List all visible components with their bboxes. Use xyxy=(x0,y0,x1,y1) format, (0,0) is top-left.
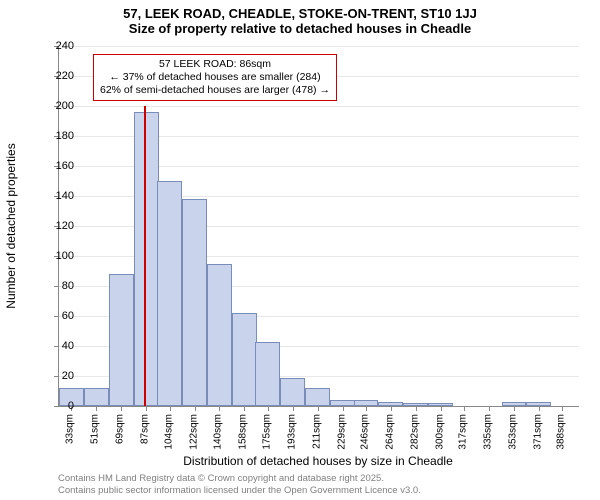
histogram-bar xyxy=(182,199,207,406)
x-tick-mark xyxy=(514,406,515,411)
y-tick-label: 0 xyxy=(44,400,74,412)
y-tick-label: 60 xyxy=(44,310,74,322)
x-tick-label: 122sqm xyxy=(188,414,199,450)
y-tick-label: 220 xyxy=(44,70,74,82)
x-axis-label: Distribution of detached houses by size … xyxy=(58,454,578,468)
y-tick-label: 240 xyxy=(44,40,74,52)
histogram-bar xyxy=(84,388,109,406)
x-tick-mark xyxy=(441,406,442,411)
histogram-bar xyxy=(157,181,182,406)
x-tick-label: 211sqm xyxy=(311,414,322,449)
x-tick-label: 353sqm xyxy=(508,414,519,450)
histogram-bar xyxy=(207,264,232,407)
x-tick-label: 51sqm xyxy=(90,414,101,444)
x-tick-mark xyxy=(464,406,465,411)
x-tick-mark xyxy=(416,406,417,411)
x-tick-label: 317sqm xyxy=(458,414,469,450)
y-tick-label: 80 xyxy=(44,280,74,292)
x-tick-mark xyxy=(562,406,563,411)
gridline xyxy=(59,106,579,107)
x-tick-label: 229sqm xyxy=(336,414,347,450)
x-tick-label: 335sqm xyxy=(483,414,494,450)
x-tick-mark xyxy=(268,406,269,411)
x-tick-mark xyxy=(96,406,97,411)
x-tick-label: 193sqm xyxy=(286,414,297,450)
x-tick-mark xyxy=(219,406,220,411)
y-tick-label: 40 xyxy=(44,340,74,352)
histogram-chart: 57, LEEK ROAD, CHEADLE, STOKE-ON-TRENT, … xyxy=(0,0,600,500)
annotation-callout: 57 LEEK ROAD: 86sqm ← 37% of detached ho… xyxy=(93,54,337,101)
x-tick-label: 33sqm xyxy=(65,414,76,444)
x-tick-label: 264sqm xyxy=(384,414,395,450)
histogram-bar xyxy=(255,342,280,407)
annotation-line3: 62% of semi-detached houses are larger (… xyxy=(100,84,330,97)
histogram-bar xyxy=(109,274,134,406)
y-tick-label: 120 xyxy=(44,220,74,232)
x-tick-mark xyxy=(318,406,319,411)
annotation-line2: ← 37% of detached houses are smaller (28… xyxy=(100,71,330,84)
property-marker-line xyxy=(144,106,146,406)
x-tick-label: 371sqm xyxy=(532,414,543,450)
x-tick-label: 175sqm xyxy=(261,414,272,450)
footer-attribution: Contains HM Land Registry data © Crown c… xyxy=(58,473,421,496)
histogram-bar xyxy=(134,112,159,406)
y-tick-label: 140 xyxy=(44,190,74,202)
x-tick-label: 104sqm xyxy=(163,414,174,450)
histogram-bar xyxy=(280,378,305,407)
x-tick-mark xyxy=(170,406,171,411)
y-tick-label: 20 xyxy=(44,370,74,382)
x-tick-label: 87sqm xyxy=(140,414,151,444)
x-tick-mark xyxy=(146,406,147,411)
footer-line1: Contains HM Land Registry data © Crown c… xyxy=(58,473,421,484)
histogram-bar xyxy=(232,313,257,406)
histogram-bar xyxy=(305,388,330,406)
x-tick-label: 69sqm xyxy=(115,414,126,444)
x-tick-mark xyxy=(391,406,392,411)
x-tick-mark xyxy=(195,406,196,411)
x-tick-label: 246sqm xyxy=(360,414,371,450)
x-tick-mark xyxy=(121,406,122,411)
y-tick-label: 100 xyxy=(44,250,74,262)
x-tick-mark xyxy=(244,406,245,411)
x-tick-mark xyxy=(343,406,344,411)
x-tick-mark xyxy=(539,406,540,411)
y-tick-label: 200 xyxy=(44,100,74,112)
annotation-line1: 57 LEEK ROAD: 86sqm xyxy=(100,58,330,71)
y-tick-label: 160 xyxy=(44,160,74,172)
x-tick-label: 140sqm xyxy=(213,414,224,450)
x-tick-label: 158sqm xyxy=(238,414,249,450)
x-tick-label: 388sqm xyxy=(556,414,567,450)
x-tick-mark xyxy=(366,406,367,411)
gridline xyxy=(59,46,579,47)
chart-title: 57, LEEK ROAD, CHEADLE, STOKE-ON-TRENT, … xyxy=(0,0,600,36)
x-tick-mark xyxy=(293,406,294,411)
y-tick-label: 180 xyxy=(44,130,74,142)
x-tick-mark xyxy=(489,406,490,411)
x-tick-label: 282sqm xyxy=(409,414,420,450)
x-tick-label: 300sqm xyxy=(434,414,445,450)
footer-line2: Contains public sector information licen… xyxy=(58,485,421,496)
y-axis-label: Number of detached properties xyxy=(4,143,18,308)
title-address: 57, LEEK ROAD, CHEADLE, STOKE-ON-TRENT, … xyxy=(0,6,600,21)
title-subtitle: Size of property relative to detached ho… xyxy=(0,21,600,36)
